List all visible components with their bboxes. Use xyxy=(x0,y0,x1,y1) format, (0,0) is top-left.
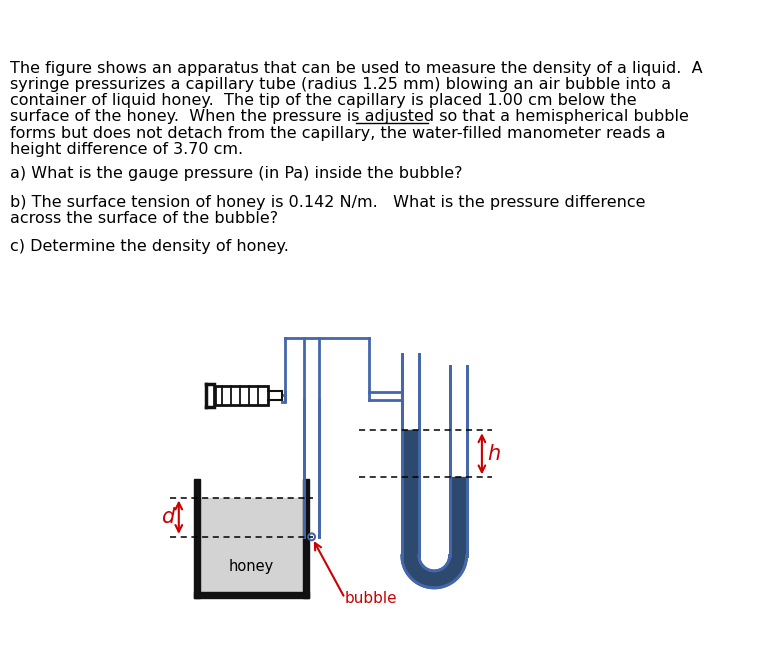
Polygon shape xyxy=(450,477,466,556)
Bar xyxy=(216,386,268,405)
Text: b) The surface tension of honey is 0.142 N/m.   What is the pressure difference: b) The surface tension of honey is 0.142… xyxy=(10,194,645,210)
Bar xyxy=(194,592,309,598)
Bar xyxy=(194,479,200,598)
Text: a) What is the gauge pressure (in Pa) inside the bubble?: a) What is the gauge pressure (in Pa) in… xyxy=(10,167,463,181)
Bar xyxy=(200,498,303,592)
Text: honey: honey xyxy=(229,559,274,574)
Bar xyxy=(303,479,309,598)
Text: container of liquid honey.  The tip of the capillary is placed 1.00 cm below the: container of liquid honey. The tip of th… xyxy=(10,93,637,108)
Text: syringe pressurizes a capillary tube (radius 1.25 mm) blowing an air bubble into: syringe pressurizes a capillary tube (ra… xyxy=(10,77,671,92)
Polygon shape xyxy=(402,556,466,588)
Text: height difference of 3.70 cm.: height difference of 3.70 cm. xyxy=(10,142,243,157)
Text: d: d xyxy=(161,507,174,527)
Text: c) Determine the density of honey.: c) Determine the density of honey. xyxy=(10,239,289,254)
Text: The figure shows an apparatus that can be used to measure the density of a liqui: The figure shows an apparatus that can b… xyxy=(10,61,703,76)
Text: across the surface of the bubble?: across the surface of the bubble? xyxy=(10,211,278,226)
Polygon shape xyxy=(403,430,418,556)
Text: forms but does not detach from the capillary, the water-filled manometer reads a: forms but does not detach from the capil… xyxy=(10,126,666,140)
Text: surface of the honey.  When the pressure is adjusted so that a hemispherical bub: surface of the honey. When the pressure … xyxy=(10,109,689,125)
Text: bubble: bubble xyxy=(345,590,398,606)
Text: h: h xyxy=(487,444,501,464)
